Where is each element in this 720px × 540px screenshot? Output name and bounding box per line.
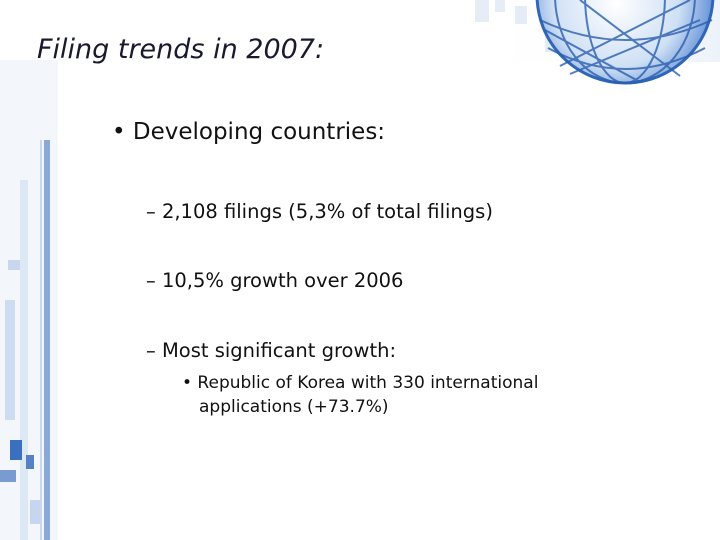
left-stripes [0,60,58,540]
slide-title: Filing trends in 2007: [37,34,325,65]
sub-bullet: – Most significant growth: [146,339,397,362]
globe [535,0,715,85]
sub-sub-bullet: • Republic of Korea with 330 internation… [182,373,539,417]
sub-bullet: – 10,5% growth over 2006 [146,269,404,292]
bullet: • Developing countries: [112,119,386,145]
sub-bullet: – 2,108 filings (5,3% of total filings) [146,200,493,223]
